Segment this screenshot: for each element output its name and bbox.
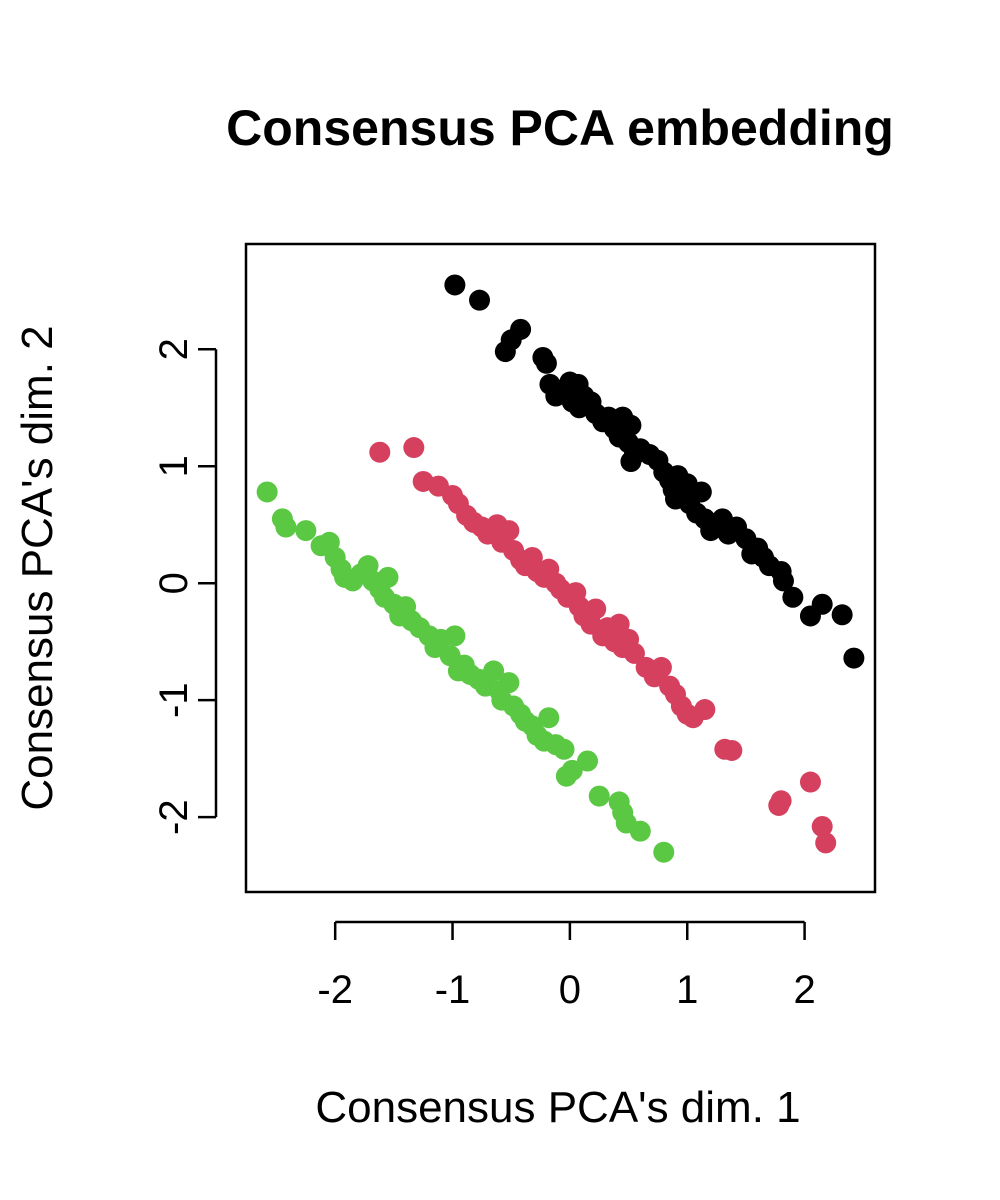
data-point — [498, 672, 520, 694]
y-tick-label: -2 — [152, 799, 196, 835]
y-tick-label: 1 — [152, 455, 196, 477]
data-point — [650, 656, 672, 678]
data-point — [295, 520, 317, 542]
data-point — [815, 832, 837, 854]
y-tick-label: 0 — [152, 572, 196, 594]
data-point — [653, 841, 675, 863]
data-point — [498, 520, 520, 542]
data-point — [538, 707, 560, 729]
series-0 — [444, 274, 865, 669]
data-point — [494, 341, 516, 363]
data-point — [782, 586, 804, 608]
data-point — [469, 289, 491, 311]
data-point — [799, 771, 821, 793]
series-2 — [256, 481, 675, 863]
y-axis-label: Consensus PCA's dim. 2 — [13, 325, 62, 810]
x-axis-label: Consensus PCA's dim. 1 — [315, 1083, 800, 1132]
x-tick-label: 2 — [793, 968, 815, 1012]
data-point — [608, 613, 630, 635]
data-point — [811, 593, 833, 615]
data-point — [811, 815, 833, 837]
data-point — [770, 790, 792, 812]
x-tick-label: -2 — [317, 968, 353, 1012]
data-point — [620, 414, 642, 436]
data-point — [483, 660, 505, 682]
data-point — [275, 516, 297, 538]
data-point — [444, 274, 466, 296]
y-axis: -2 -1 0 1 2 — [152, 338, 218, 835]
plot-frame — [244, 242, 877, 894]
series-1 — [369, 437, 837, 854]
x-tick-label: 1 — [676, 968, 698, 1012]
data-point — [690, 481, 712, 503]
y-tick-label: -1 — [152, 682, 196, 718]
data-points — [256, 274, 865, 863]
data-point — [576, 750, 598, 772]
data-point — [377, 566, 399, 588]
data-point — [772, 570, 794, 592]
y-tick-label: 2 — [152, 338, 196, 360]
data-point — [561, 759, 583, 781]
data-point — [585, 598, 607, 620]
x-tick-label: -1 — [435, 968, 471, 1012]
data-point — [721, 739, 743, 761]
data-point — [694, 699, 716, 721]
data-point — [444, 625, 466, 647]
chart-title: Consensus PCA embedding — [226, 100, 894, 156]
data-point — [843, 647, 865, 669]
data-point — [629, 820, 651, 842]
data-point — [403, 437, 425, 459]
data-point — [535, 352, 557, 374]
x-axis: -2 -1 0 1 2 — [317, 920, 816, 1012]
x-tick-label: 0 — [559, 968, 581, 1012]
data-point — [553, 738, 575, 760]
data-point — [369, 441, 391, 463]
data-point — [588, 785, 610, 807]
data-point — [831, 604, 853, 626]
data-point — [623, 642, 645, 664]
data-point — [256, 481, 278, 503]
